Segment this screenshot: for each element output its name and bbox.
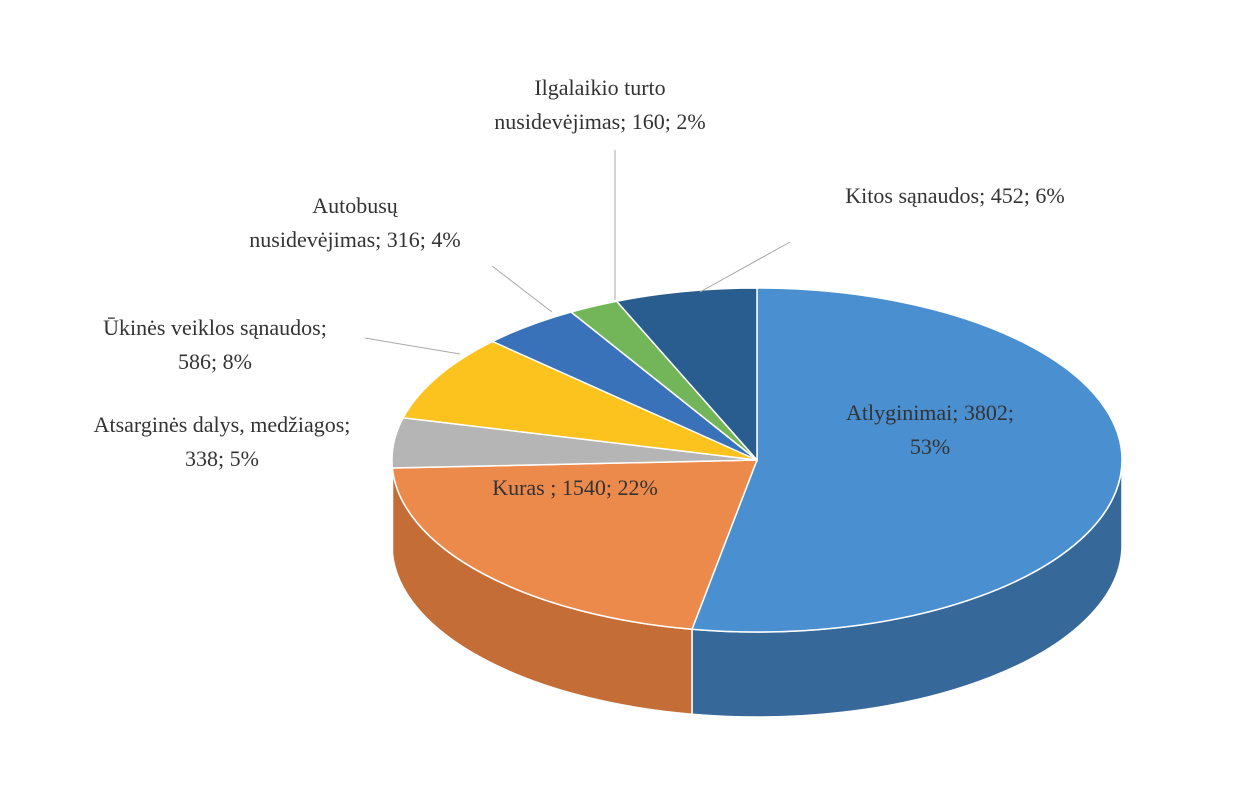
data-label: Kitos sąnaudos; 452; 6% [845,183,1064,208]
data-label: Atsarginės dalys, medžiagos; [94,412,351,437]
leader-line [492,266,552,312]
data-label: nusidevėjimas; 160; 2% [494,109,705,134]
leader-line [700,242,790,292]
data-label: Ilgalaikio turto [534,75,665,100]
data-label: Atlyginimai; 3802; [846,400,1014,425]
data-label: nusidevėjimas; 316; 4% [249,227,460,252]
data-label: Ūkinės veiklos sąnaudos; [103,315,327,340]
pie-tops [392,288,1122,632]
data-label: Autobusų [312,193,399,218]
data-label: 338; 5% [185,446,259,471]
data-label: 53% [910,434,950,459]
leader-line [365,338,460,354]
data-label: 586; 8% [178,349,252,374]
data-label: Kuras ; 1540; 22% [492,475,658,500]
